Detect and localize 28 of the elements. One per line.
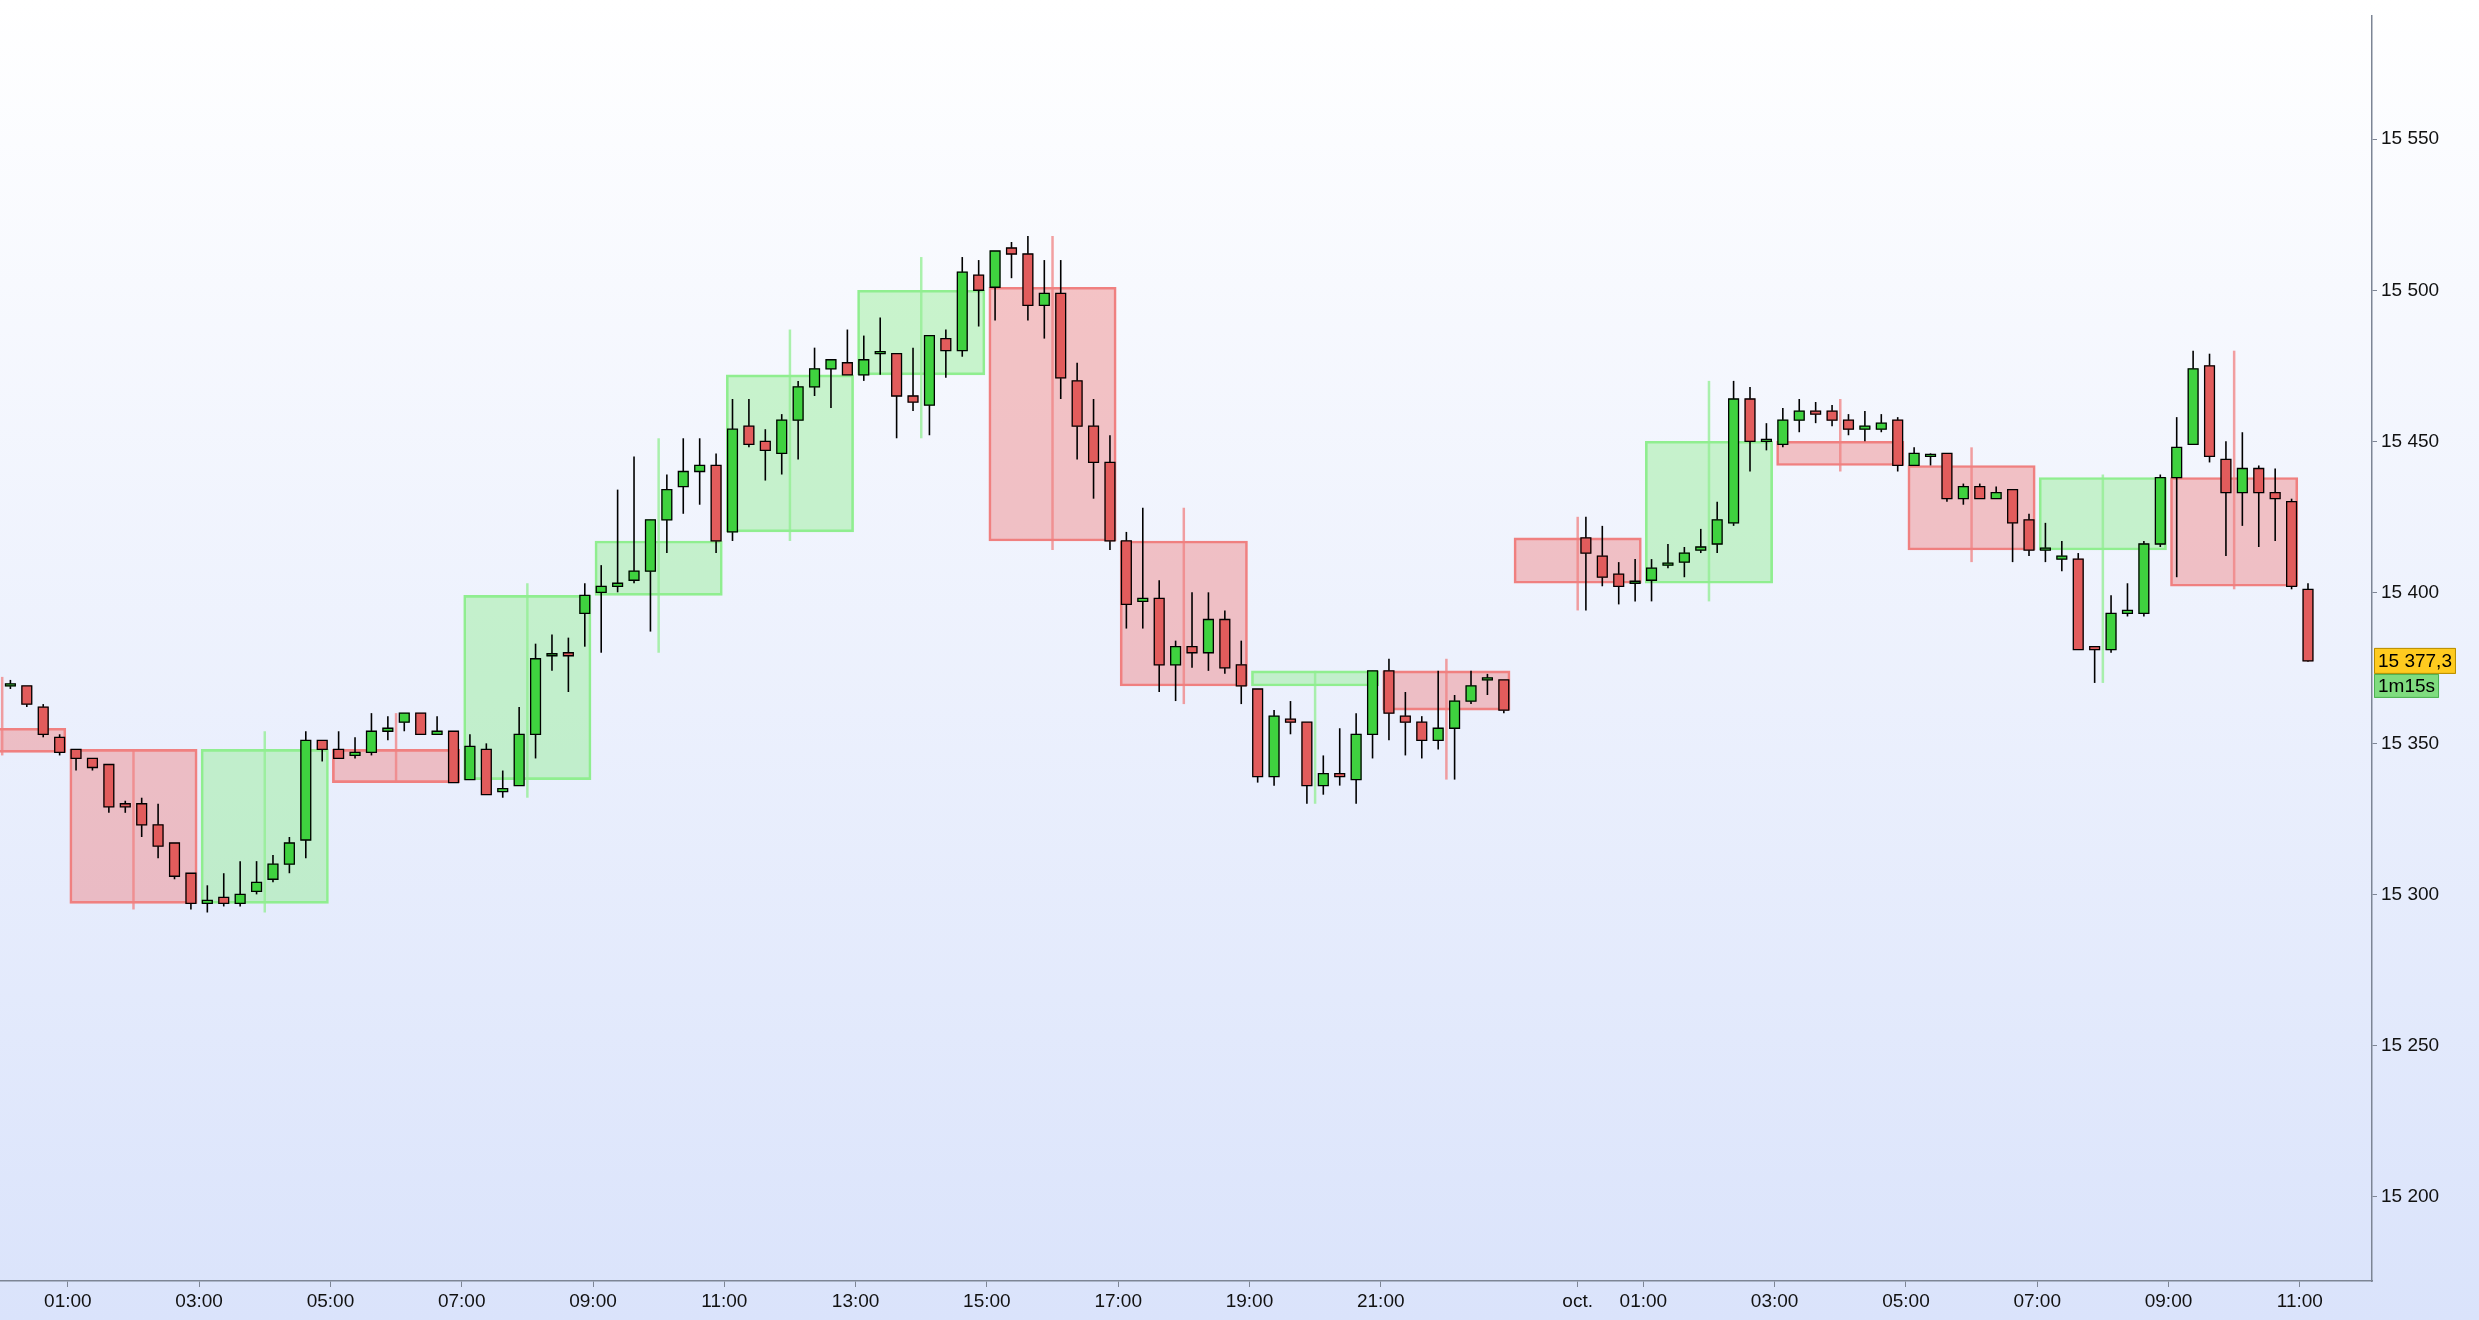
x-tick-label: 03:00 — [175, 1289, 223, 1311]
x-tick-label: 01:00 — [1619, 1289, 1668, 1311]
x-tick-label: oct. — [1562, 1289, 1593, 1311]
x-tick-label: 03:00 — [1750, 1289, 1799, 1311]
x-tick-label: 07:00 — [2013, 1289, 2061, 1311]
x-tick-label: 01:00 — [44, 1289, 92, 1311]
y-tick-label: 15 200 — [2381, 1184, 2440, 1206]
x-tick-label: 19:00 — [1225, 1289, 1274, 1311]
x-tick-label: 09:00 — [2144, 1289, 2193, 1311]
text: 15 377,3 — [2378, 650, 2452, 672]
text: 1m15s — [2378, 675, 2436, 697]
x-tick-label: 05:00 — [306, 1289, 355, 1311]
y-tick-label: 15 250 — [2381, 1033, 2440, 1055]
x-tick-label: 15:00 — [963, 1289, 1011, 1311]
y-tick-label: 15 450 — [2381, 429, 2440, 451]
x-tick-label: 07:00 — [437, 1289, 486, 1311]
y-tick-label: 15 350 — [2381, 731, 2440, 753]
y-tick-label: 15 500 — [2381, 278, 2440, 300]
x-tick-label: 13:00 — [831, 1289, 880, 1311]
x-tick-label: 11:00 — [2276, 1289, 2323, 1311]
x-tick-label: 21:00 — [1356, 1289, 1405, 1311]
x-tick-label: 17:00 — [1094, 1289, 1142, 1311]
x-tick-label: 09:00 — [569, 1289, 617, 1311]
x-tick-label: 11:00 — [701, 1289, 748, 1311]
x-tick-label: 05:00 — [1882, 1289, 1930, 1311]
y-tick-label: 15 550 — [2381, 127, 2440, 149]
y-tick-label: 15 300 — [2381, 882, 2440, 904]
y-tick-label: 15 400 — [2381, 580, 2440, 602]
